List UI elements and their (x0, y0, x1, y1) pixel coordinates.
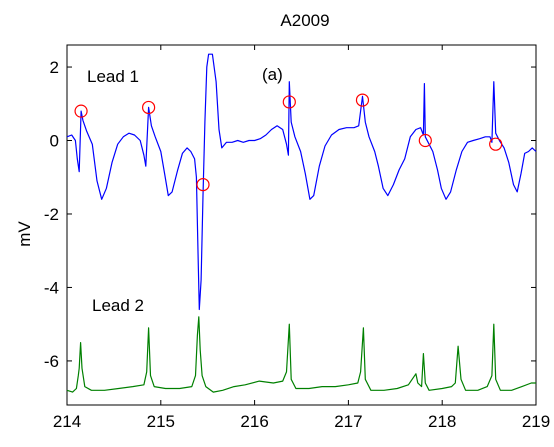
detection-marker (282, 95, 296, 109)
x-tick-label: 217 (334, 412, 362, 431)
plot-area: 214 215 216 217 218 219 2 0 -2 -4 -6 (44, 44, 550, 431)
x-tick-label: 216 (240, 412, 268, 431)
y-tick-label: -4 (44, 278, 59, 297)
lead-1-label: Lead 1 (87, 67, 139, 86)
detection-marker (196, 177, 210, 192)
y-tick-label: 2 (50, 58, 59, 77)
detection-marker (355, 93, 370, 107)
detection-marker (142, 100, 156, 115)
y-tick-label: -6 (44, 352, 59, 371)
x-tick-label: 215 (147, 412, 175, 431)
detection-marker (418, 133, 432, 148)
x-tick-label: 218 (428, 412, 456, 431)
panel-label: (a) (262, 65, 283, 84)
chart-title: A2009 (280, 11, 329, 30)
lead-1-line (66, 53, 537, 311)
lead-2-line (66, 316, 536, 393)
plot-frame (66, 44, 537, 406)
x-tick-label: 219 (522, 412, 550, 431)
x-tick-label: 214 (53, 412, 81, 431)
detection-marker (74, 104, 88, 118)
lead-2-label: Lead 2 (92, 296, 144, 315)
detection-marker (489, 137, 503, 151)
y-axis-label: mV (15, 221, 34, 247)
y-tick-label: -2 (44, 205, 59, 224)
y-tick-label: 0 (50, 132, 59, 151)
